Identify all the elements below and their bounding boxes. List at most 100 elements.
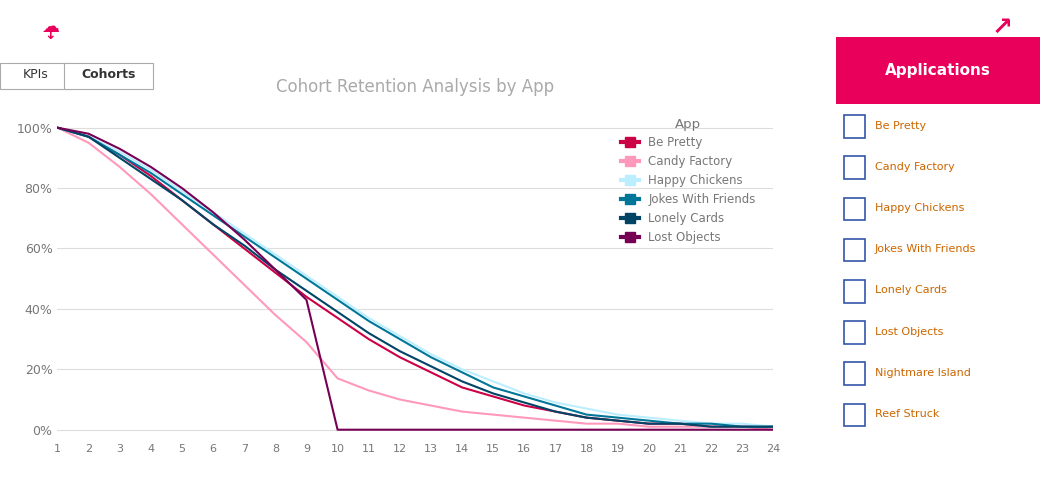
Lonely Cards — [269, 267, 281, 273]
Jokes With Friends — [300, 276, 312, 282]
Lost Objects — [51, 125, 64, 131]
Happy Chickens — [238, 230, 251, 236]
Jokes With Friends — [269, 254, 281, 260]
Happy Chickens — [363, 315, 375, 321]
Be Pretty — [424, 369, 437, 375]
Jokes With Friends — [207, 212, 219, 218]
Happy Chickens — [51, 125, 64, 131]
Candy Factory — [394, 396, 407, 402]
Lonely Cards — [456, 379, 468, 385]
Be Pretty — [704, 423, 717, 429]
Lonely Cards — [736, 423, 748, 429]
Be Pretty — [550, 409, 562, 415]
Lost Objects — [207, 210, 219, 215]
Happy Chickens — [674, 418, 687, 423]
Lonely Cards — [704, 423, 717, 429]
Lonely Cards — [83, 134, 95, 140]
Lost Objects — [269, 267, 281, 273]
Lost Objects — [238, 237, 251, 243]
Jokes With Friends — [238, 234, 251, 240]
Candy Factory — [674, 423, 687, 429]
Be Pretty — [643, 421, 655, 426]
Bar — [844, 115, 864, 138]
Be Pretty — [269, 270, 281, 276]
Jokes With Friends — [363, 318, 375, 324]
Be Pretty — [238, 246, 251, 251]
Be Pretty — [83, 134, 95, 140]
FancyBboxPatch shape — [64, 63, 153, 89]
Jokes With Friends — [424, 354, 437, 360]
Candy Factory — [767, 427, 780, 433]
Lonely Cards — [767, 423, 780, 429]
Lost Objects — [144, 164, 157, 170]
Jokes With Friends — [456, 369, 468, 375]
Legend: Be Pretty, Candy Factory, Happy Chickens, Jokes With Friends, Lonely Cards, Lost: Be Pretty, Candy Factory, Happy Chickens… — [617, 113, 761, 248]
Jokes With Friends — [176, 191, 188, 197]
Happy Chickens — [767, 423, 780, 429]
Lonely Cards — [674, 421, 687, 426]
Text: Be Pretty: Be Pretty — [875, 121, 926, 131]
Lost Objects — [580, 427, 593, 433]
Lost Objects — [83, 131, 95, 137]
Candy Factory — [363, 387, 375, 393]
Lost Objects — [767, 427, 780, 433]
Candy Factory — [144, 191, 157, 197]
Jokes With Friends — [767, 423, 780, 429]
Candy Factory — [83, 140, 95, 146]
Text: Applications: Applications — [885, 63, 991, 77]
Line: Be Pretty: Be Pretty — [57, 128, 773, 426]
Text: Nightmare Island: Nightmare Island — [875, 368, 971, 378]
FancyBboxPatch shape — [0, 63, 71, 89]
Bar — [836, 36, 1040, 104]
Candy Factory — [51, 125, 64, 131]
Candy Factory — [456, 409, 468, 415]
Be Pretty — [487, 393, 500, 399]
Jokes With Friends — [611, 415, 624, 421]
Be Pretty — [674, 421, 687, 426]
Lonely Cards — [114, 155, 126, 161]
Lost Objects — [114, 146, 126, 152]
Candy Factory — [704, 423, 717, 429]
Bar — [844, 280, 864, 303]
Bar — [844, 404, 864, 426]
Lonely Cards — [487, 390, 500, 396]
Lonely Cards — [580, 415, 593, 421]
Lost Objects — [643, 427, 655, 433]
Happy Chickens — [269, 251, 281, 257]
Happy Chickens — [550, 399, 562, 405]
Be Pretty — [394, 354, 407, 360]
Happy Chickens — [424, 351, 437, 357]
Happy Chickens — [114, 149, 126, 155]
Lost Objects — [300, 297, 312, 303]
Happy Chickens — [518, 390, 531, 396]
Be Pretty — [767, 423, 780, 429]
Lonely Cards — [51, 125, 64, 131]
Bar — [844, 198, 864, 220]
Lost Objects — [736, 427, 748, 433]
Text: KPIs: KPIs — [23, 68, 48, 81]
Line: Lonely Cards: Lonely Cards — [57, 128, 773, 426]
Be Pretty — [176, 197, 188, 203]
Candy Factory — [176, 221, 188, 227]
Jokes With Friends — [114, 152, 126, 158]
Candy Factory — [300, 339, 312, 345]
Jokes With Friends — [518, 393, 531, 399]
Candy Factory — [736, 423, 748, 429]
Candy Factory — [643, 423, 655, 429]
Circle shape — [0, 7, 447, 50]
Text: Engaging Applications, LLC: Performance Monitoring Dashboard: Engaging Applications, LLC: Performance … — [169, 19, 876, 38]
Lonely Cards — [176, 197, 188, 203]
Lost Objects — [394, 427, 407, 433]
Lonely Cards — [331, 309, 344, 315]
Happy Chickens — [704, 421, 717, 426]
Text: Reef Struck: Reef Struck — [875, 409, 939, 419]
Candy Factory — [114, 164, 126, 170]
Happy Chickens — [394, 333, 407, 339]
Candy Factory — [331, 375, 344, 381]
Jokes With Friends — [550, 403, 562, 409]
Jokes With Friends — [144, 170, 157, 176]
Candy Factory — [487, 412, 500, 418]
Bar — [844, 321, 864, 344]
Be Pretty — [207, 221, 219, 227]
Jokes With Friends — [331, 297, 344, 303]
